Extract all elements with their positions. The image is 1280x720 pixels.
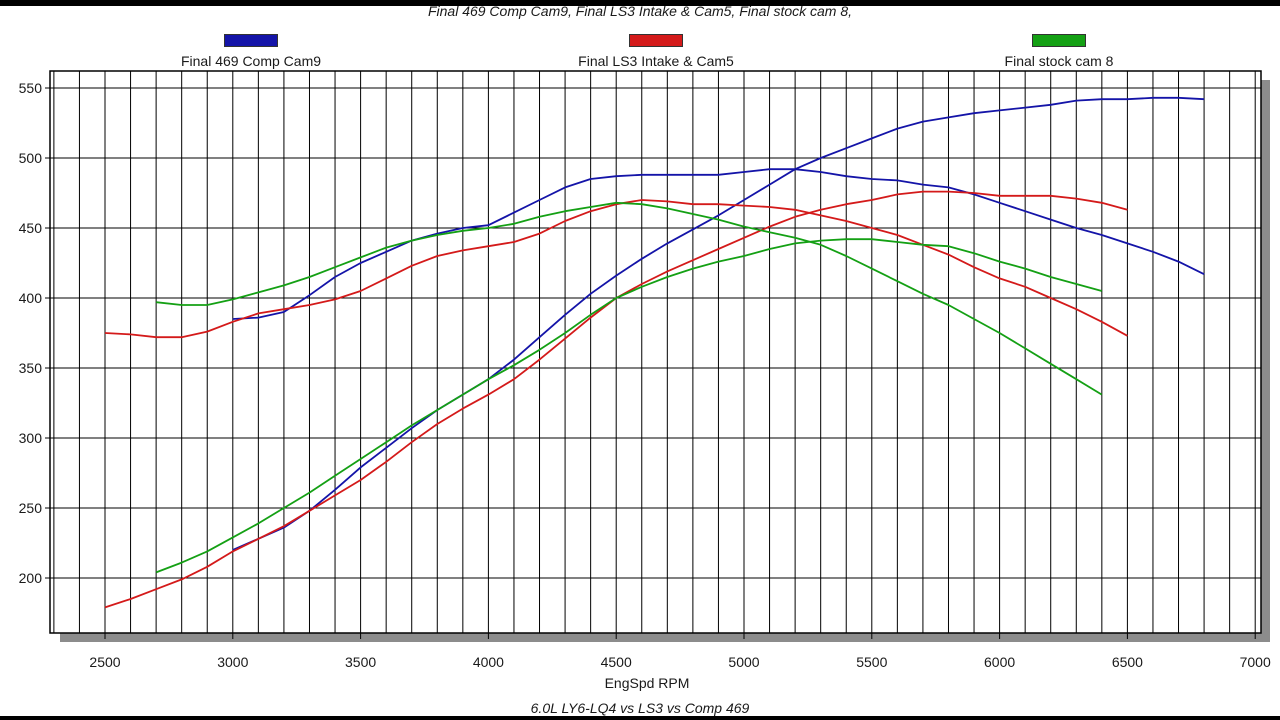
x-tick-label: 5000 <box>728 654 759 670</box>
chart-subtitle: 6.0L LY6-LQ4 vs LS3 vs Comp 469 <box>530 700 750 716</box>
series-line-2-curve-1 <box>104 199 1128 339</box>
x-tick-label: 7000 <box>1240 654 1271 670</box>
x-tick-label: 3000 <box>217 654 248 670</box>
x-axis-ticks: 2500 3000 3500 4000 4500 5000 5500 6000 6500 7000 <box>89 633 1271 670</box>
series-line-1-curve-1 <box>232 168 1205 320</box>
y-tick-label: 350 <box>19 360 43 376</box>
legend-item-ls3-intake-cam5: Final LS3 Intake & Cam5 <box>526 34 786 69</box>
series-line-3-curve-2 <box>155 238 1103 574</box>
legend-swatch-469-comp-cam9 <box>224 34 278 47</box>
x-axis-label: EngSpd RPM <box>605 675 690 691</box>
series-line-3-curve-1 <box>156 201 1103 396</box>
x-tick-label: 6000 <box>984 654 1015 670</box>
chart-title: Final 469 Comp Cam9, Final LS3 Intake & … <box>427 3 853 19</box>
legend-label-469-comp-cam9: Final 469 Comp Cam9 <box>180 53 322 69</box>
legend-swatch-ls3-intake-cam5 <box>629 34 683 47</box>
y-tick-label: 300 <box>19 430 43 446</box>
series-lines <box>104 96 1205 609</box>
x-tick-label: 4000 <box>473 654 504 670</box>
legend-label-stock-cam8: Final stock cam 8 <box>1004 53 1114 69</box>
x-tick-label: 3500 <box>345 654 376 670</box>
x-tick-label: 4500 <box>601 654 632 670</box>
y-axis-ticks: 200 250 300 350 400 450 500 550 <box>19 80 50 586</box>
legend-item-stock-cam8: Final stock cam 8 <box>929 34 1189 69</box>
series-line-1-curve-2 <box>232 96 1205 551</box>
y-tick-label: 400 <box>19 290 43 306</box>
y-tick-label: 450 <box>19 220 43 236</box>
x-tick-label: 6500 <box>1112 654 1143 670</box>
bottom-black-bar <box>0 716 1280 720</box>
legend-swatch-stock-cam8 <box>1032 34 1086 47</box>
grid-lines <box>50 71 1261 633</box>
top-black-bar <box>0 0 1280 6</box>
y-tick-label: 550 <box>19 80 43 96</box>
legend-item-469-comp-cam9: Final 469 Comp Cam9 <box>121 34 381 69</box>
plot-area <box>49 70 1262 634</box>
y-tick-label: 250 <box>19 500 43 516</box>
y-tick-label: 500 <box>19 150 43 166</box>
y-tick-label: 200 <box>19 570 43 586</box>
x-tick-label: 5500 <box>856 654 887 670</box>
dyno-line-chart: 200 250 300 350 400 450 500 550 2500 3000 3500 400… <box>19 70 1271 691</box>
legend-label-ls3-intake-cam5: Final LS3 Intake & Cam5 <box>578 53 734 69</box>
x-tick-label: 2500 <box>89 654 120 670</box>
